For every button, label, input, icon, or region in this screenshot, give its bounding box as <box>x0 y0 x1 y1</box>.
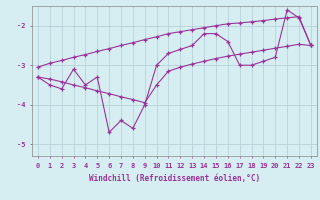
X-axis label: Windchill (Refroidissement éolien,°C): Windchill (Refroidissement éolien,°C) <box>89 174 260 184</box>
